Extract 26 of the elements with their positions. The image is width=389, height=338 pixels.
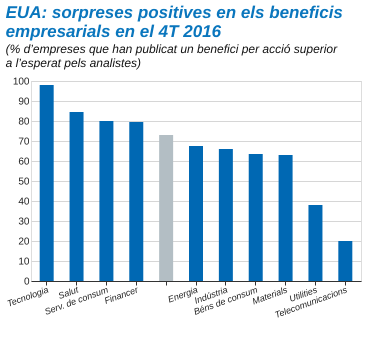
y-tick-label: 90 (18, 96, 30, 108)
text: empresarials en el 4T 2016 (6, 22, 222, 41)
bar (189, 146, 203, 281)
bar (70, 112, 84, 281)
bar (99, 121, 114, 281)
bar (278, 155, 293, 281)
bar (40, 85, 54, 281)
bar (218, 149, 233, 281)
y-tick-label: 100 (12, 76, 30, 88)
y-tick-label: 70 (18, 136, 30, 148)
bar (248, 154, 263, 281)
y-tick-label: 30 (18, 216, 30, 228)
bar (159, 135, 174, 281)
y-tick-label: 20 (18, 236, 30, 248)
y-tick-label: 80 (18, 116, 30, 128)
y-tick-label: 10 (18, 256, 30, 268)
y-tick-label: 0 (24, 276, 30, 288)
bar (129, 122, 144, 281)
text: a l’esperat pels analistes) (6, 56, 141, 70)
y-tick-label: 40 (18, 196, 30, 208)
y-tick-label: 50 (18, 176, 30, 188)
text: (% d’empreses que han publicat un benefici per acció superior (6, 42, 338, 56)
text: EUA: sorpreses positives en els beneficis (6, 3, 343, 22)
bar (338, 241, 352, 281)
bar (308, 205, 322, 281)
y-tick-label: 60 (18, 156, 30, 168)
